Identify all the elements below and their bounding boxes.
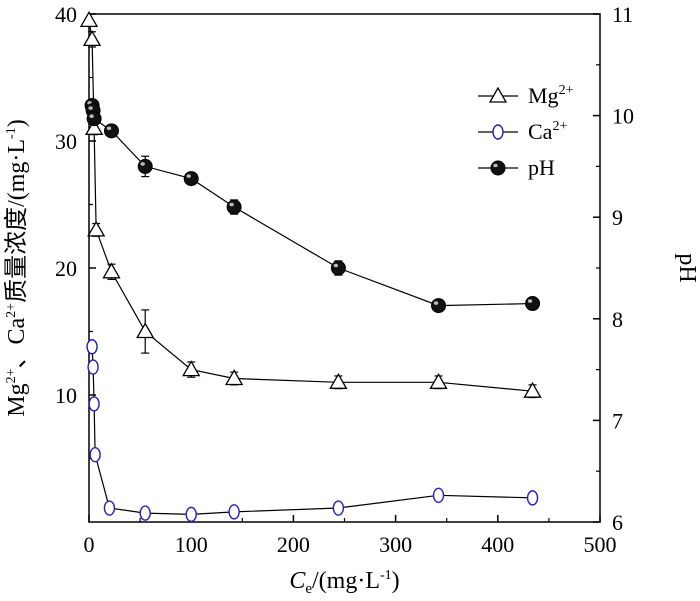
series-ph-point-highlight xyxy=(229,202,234,207)
y-left-title-part-5: -1 xyxy=(4,127,19,139)
series-ph-point xyxy=(226,199,242,215)
legend-item-ca: Ca2+ xyxy=(478,119,567,144)
series-ca-point xyxy=(103,500,116,516)
legend-label-ph: pH xyxy=(528,155,555,180)
legend-marker-0 xyxy=(488,86,508,103)
legend-marker-2 xyxy=(490,160,506,176)
legend-label-mg-sup: 2+ xyxy=(559,83,574,98)
legend: Mg2+ Ca2+ pH xyxy=(478,83,574,180)
y-left-title-part-6: ) xyxy=(4,119,30,127)
series-ph-point-highlight xyxy=(333,263,339,268)
series-ca-point xyxy=(139,505,151,521)
series-ph-point-highlight xyxy=(140,162,145,166)
series-ph-line xyxy=(91,105,533,307)
series-ph-point xyxy=(431,298,447,314)
y-right-tick-label: 9 xyxy=(612,205,623,230)
series-mg xyxy=(79,11,542,399)
legend-item-ph: pH xyxy=(478,155,555,180)
series-ca-line xyxy=(91,346,533,515)
y-left-title-part-2: 、Ca xyxy=(4,317,30,368)
series-mg-point xyxy=(225,369,244,386)
series-ph-point-highlight xyxy=(89,114,94,118)
x-tick-label: 0 xyxy=(84,532,95,557)
series-ca-point xyxy=(86,339,98,355)
series-mg-point xyxy=(82,30,102,47)
x-axis-title: Ce/(mg·L-1) xyxy=(289,568,399,597)
series-mg-point xyxy=(87,220,106,237)
series-ph-point-highlight xyxy=(527,299,533,303)
series-ca-point xyxy=(185,506,197,523)
series-mg-point xyxy=(102,262,121,279)
y-right-tick-label: 6 xyxy=(612,510,623,535)
legend-label-ca-sup: 2+ xyxy=(552,119,567,134)
legend-label-ca-base: Ca xyxy=(528,119,553,144)
y-right-tick-label: 7 xyxy=(612,408,623,433)
x-axis-title-main: C xyxy=(289,568,306,594)
y-right-tick-label: 8 xyxy=(612,307,623,332)
y-left-title-part-1: 2+ xyxy=(4,368,19,383)
series-ca-point xyxy=(432,487,445,504)
y-left-title-part-4: 质量浓度/(mg·L xyxy=(3,139,30,303)
series-ph-point-highlight xyxy=(433,301,439,305)
series-ca-point xyxy=(87,359,99,375)
series-mg-line xyxy=(88,20,533,392)
series-ca xyxy=(86,339,539,523)
x-axis-title-sub: e xyxy=(305,581,312,597)
series-mg-point xyxy=(79,11,99,28)
x-tick-label: 200 xyxy=(277,532,310,557)
legend-label-ph-base: pH xyxy=(528,155,555,180)
x-axis-title-rest: /(mg·L xyxy=(312,568,380,594)
y-left-axis-title: Mg2+、Ca2+质量浓度/(mg·L-1) xyxy=(3,119,30,416)
series-mg-point xyxy=(523,381,542,398)
series-ph-point xyxy=(330,260,346,276)
series-mg-point xyxy=(136,322,155,339)
x-tick-label: 500 xyxy=(584,532,617,557)
series-ph-point-highlight xyxy=(88,106,93,110)
series-mg-point xyxy=(329,372,348,389)
series-ph xyxy=(84,97,541,314)
legend-marker-2-highlight xyxy=(493,163,498,168)
legend-label-ca: Ca2+ xyxy=(528,119,567,144)
y-left-tick-label: 40 xyxy=(55,2,77,27)
series-ph-point xyxy=(86,111,102,127)
y-left-tick-label: 30 xyxy=(55,129,77,154)
y-right-tick-label: 10 xyxy=(612,104,634,129)
series-mg-point xyxy=(182,360,201,377)
x-tick-label: 100 xyxy=(175,532,208,557)
series-mg-point xyxy=(84,118,104,135)
x-axis-title-end: ) xyxy=(392,568,400,594)
y-left-tick-label: 10 xyxy=(55,383,77,408)
series-ph-point-highlight xyxy=(106,126,112,131)
y-left-title-part-0: Mg xyxy=(4,383,30,416)
series-ph-point xyxy=(137,158,153,174)
y-right-tick-label: 11 xyxy=(612,2,633,27)
series-ca-point xyxy=(89,446,101,463)
series-ca-point xyxy=(526,490,539,506)
y-left-tick-label: 20 xyxy=(55,256,77,281)
series-ph-point xyxy=(183,171,199,187)
x-tick-label: 300 xyxy=(379,532,412,557)
x-tick-label: 400 xyxy=(481,532,514,557)
series-ca-point xyxy=(228,504,240,520)
y-right-axis-title: pH xyxy=(674,253,700,282)
series-ph-point-highlight xyxy=(186,174,191,178)
legend-label-mg: Mg2+ xyxy=(528,83,574,108)
legend-marker-1 xyxy=(492,124,504,140)
x-axis-title-sup: -1 xyxy=(380,568,392,583)
legend-item-mg: Mg2+ xyxy=(478,83,574,108)
y-left-title-part-3: 2+ xyxy=(4,303,19,318)
series-ca-point xyxy=(88,396,100,412)
axis-ticks xyxy=(88,13,601,523)
legend-label-mg-base: Mg xyxy=(528,83,559,108)
series-mg-point xyxy=(429,372,448,389)
tick-labels: 0 100 200 300 400 500 10 20 30 40 6 7 8 9 10 11 xyxy=(55,2,634,557)
series-ph-point xyxy=(103,123,119,139)
series-ca-point xyxy=(332,500,345,516)
series-ph-point xyxy=(525,296,541,312)
series-layer xyxy=(79,11,542,523)
